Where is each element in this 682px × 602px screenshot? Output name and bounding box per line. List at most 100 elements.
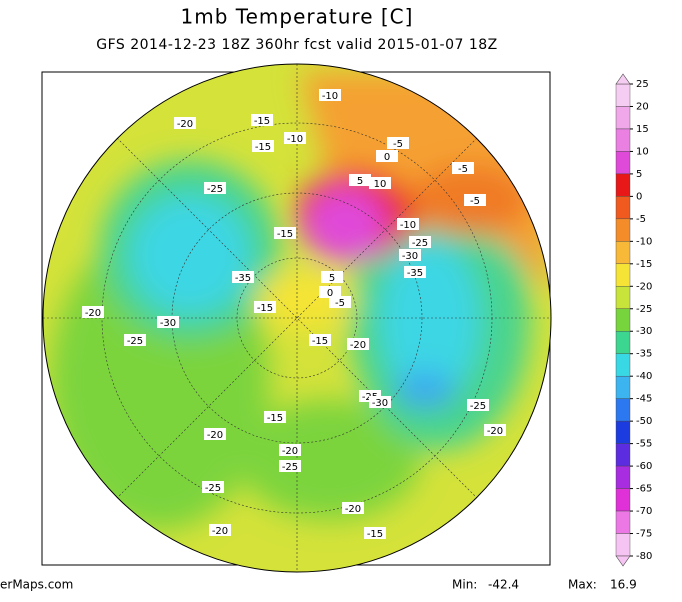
contour-label: -5 [393, 139, 403, 150]
colorbar-label: -70 [636, 506, 652, 517]
colorbar-band [615, 106, 631, 130]
contour-label-bg [467, 399, 489, 411]
contour-label-bg [342, 502, 364, 514]
contour-label-bg [397, 218, 419, 230]
contour-label: -30 [402, 251, 418, 262]
contour-label-bg [321, 271, 343, 283]
colorbar-band [615, 465, 631, 489]
contour-label-bg [204, 428, 226, 440]
colorbar-label: -15 [636, 259, 652, 270]
contour-label: -20 [282, 446, 298, 457]
colorbar-label: -25 [636, 304, 652, 315]
colorbar-label: -60 [636, 461, 652, 472]
contour-label: -25 [470, 401, 486, 412]
colorbar-band [615, 83, 631, 107]
contour-label-bg [279, 444, 301, 456]
colorbar-band [615, 173, 631, 197]
colorbar-label: 15 [636, 124, 649, 135]
colorbar-arrow [615, 73, 631, 85]
contour-label: -25 [127, 336, 143, 347]
colorbar-label: -10 [636, 236, 652, 247]
contour-label: -15 [367, 529, 383, 540]
contour-label: 0 [327, 288, 333, 299]
title: 1mb Temperature [C] [181, 5, 414, 29]
contour-label: -20 [85, 308, 101, 319]
colorbar-label: 20 [636, 101, 649, 112]
colorbar-label: -30 [636, 326, 652, 337]
contour-label-bg [232, 271, 254, 283]
contour-label-bg [364, 527, 386, 539]
colorbar-band [615, 196, 631, 220]
contour-label-bg [409, 236, 431, 248]
colorbar-label: -65 [636, 484, 652, 495]
colorbar-band [615, 263, 631, 287]
contour-label-bg [209, 524, 231, 536]
contour-label: -15 [277, 229, 293, 240]
colorbar-band [615, 241, 631, 265]
contour-label: 5 [329, 273, 335, 284]
contour-label-bg [254, 301, 276, 313]
contour-label-bg [252, 140, 274, 152]
contour-label: 10 [374, 179, 387, 190]
colorbar-band [615, 510, 631, 534]
contour-label-bg [157, 316, 179, 328]
colorbar-label: -45 [636, 394, 652, 405]
contour-label: -10 [322, 91, 338, 102]
contour-label-bg [279, 460, 301, 472]
contour-label-bg [399, 249, 421, 261]
max-value: 16.9 [610, 578, 637, 592]
contour-label: -5 [458, 164, 468, 175]
contour-label-bg [329, 296, 351, 308]
colorbar-band [615, 420, 631, 444]
contour-label: -20 [350, 340, 366, 351]
contour-label: -10 [287, 134, 303, 145]
contour-label-bg [464, 194, 486, 206]
contour-label-bg [349, 174, 371, 186]
colorbar-arrow [615, 555, 631, 567]
contour-label-bg [309, 334, 331, 346]
contour-label: -30 [372, 398, 388, 409]
colorbar-band [615, 353, 631, 377]
colorbar-label: 0 [636, 191, 642, 202]
colorbar-label: -40 [636, 371, 652, 382]
contour-label: -20 [212, 526, 228, 537]
colorbar-label: 10 [636, 146, 649, 157]
contour-label-bg [204, 182, 226, 194]
contour-label: -25 [207, 184, 223, 195]
colorbar-band [615, 286, 631, 309]
contour-label: -15 [257, 303, 273, 314]
colorbar-label: -50 [636, 416, 652, 427]
contour-label-bg [319, 286, 341, 298]
subtitle: GFS 2014-12-23 18Z 360hr fcst valid 2015… [96, 37, 498, 53]
contour-label-bg [369, 177, 391, 189]
colorbar-band [615, 218, 631, 242]
contour-label-bg [404, 266, 426, 278]
contour-label: -15 [254, 116, 270, 127]
colorbar-band [615, 488, 631, 512]
contour-label-bg [284, 132, 306, 144]
contour-label-bg [82, 306, 104, 318]
colorbar-band [615, 331, 631, 354]
colorbar-label: -75 [636, 529, 652, 540]
contour-label: -25 [412, 238, 428, 249]
colorbar-band [615, 151, 631, 175]
contour-label: -35 [235, 273, 251, 284]
colorbar-band [615, 375, 631, 399]
colorbar-band [615, 443, 631, 467]
map-edge [42, 63, 552, 573]
colorbar-label: 5 [636, 169, 642, 180]
contour-label-bg [484, 424, 506, 436]
contour-label-bg [452, 162, 474, 174]
contour-label-bg [202, 481, 224, 493]
contour-label: -15 [312, 336, 328, 347]
colorbar-label: -35 [636, 349, 652, 360]
colorbar-label: -80 [636, 551, 652, 562]
contour-label-bg [274, 227, 296, 239]
contour-label-bg [347, 338, 369, 350]
min-value: -42.4 [488, 578, 519, 592]
contour-label: -15 [267, 413, 283, 424]
contour-label: -30 [160, 318, 176, 329]
temperature-field [43, 64, 551, 572]
